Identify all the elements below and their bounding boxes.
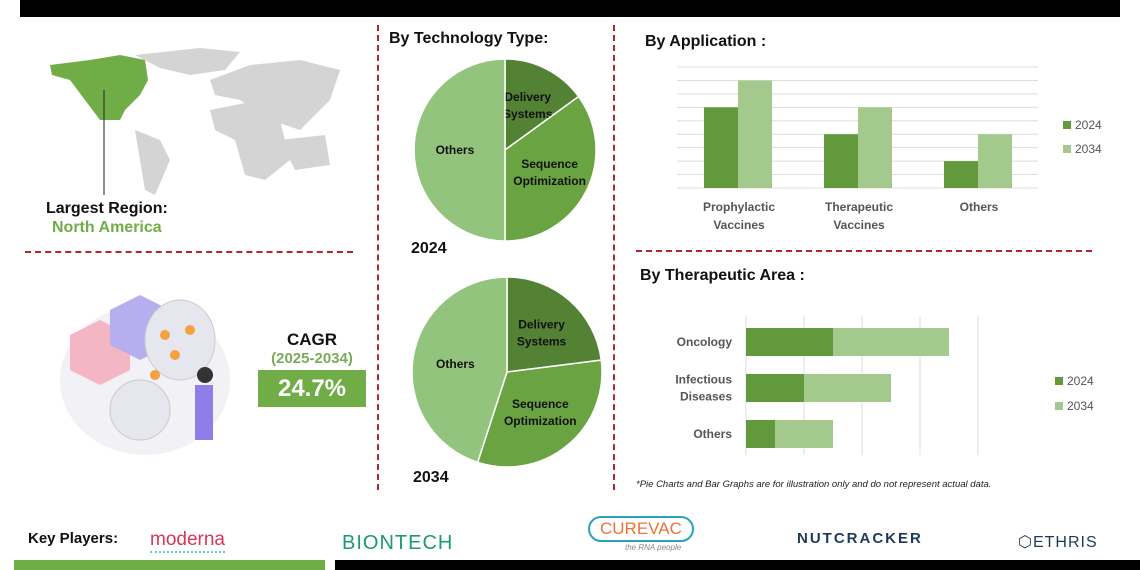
cagr-value: 24.7% (258, 370, 366, 407)
pie-label: Others (436, 143, 475, 157)
biotech-illustration-icon (60, 295, 230, 455)
logo-ethris: ⬡ETHRIS (1018, 534, 1098, 551)
pie-chart-2024: Delivery Systems Sequence Optimization Other… (413, 58, 597, 242)
logo-curevac: CUREVAC (588, 516, 694, 542)
north-america-highlight (50, 55, 148, 120)
logo-nutcracker: NUTCRACKER (797, 530, 923, 547)
title-bar (20, 0, 1120, 17)
bar-2024 (746, 374, 804, 402)
pie-slice-0 (504, 58, 580, 152)
pie-slice-1 (476, 359, 603, 468)
bar-2034 (978, 134, 1012, 188)
legend-2034: 2034 (1063, 142, 1102, 156)
pie-label: Delivery (518, 317, 565, 331)
pie-slice-2 (411, 276, 508, 464)
bar-2034 (775, 420, 833, 448)
bar-2034 (804, 374, 891, 402)
largest-region-value: North America (52, 219, 162, 236)
pie-slice-1 (504, 95, 597, 242)
footer-black-bar (335, 560, 1140, 570)
pie-label: Delivery (504, 90, 551, 104)
y-tick-label: Diseases (680, 390, 732, 404)
therapeutic-title: By Therapeutic Area : (640, 267, 805, 284)
pie-label: Systems (503, 107, 553, 121)
cagr-label: CAGR (286, 330, 338, 349)
bar-2024 (824, 134, 858, 188)
bar-2024 (704, 107, 738, 188)
curevac-tagline: the RNA people (625, 543, 682, 552)
x-tick-label: Vaccines (833, 218, 885, 232)
divider (613, 25, 615, 490)
footer-green-bar (14, 560, 325, 570)
world-map (50, 48, 340, 195)
bar-2034 (833, 328, 949, 356)
divider (377, 25, 379, 490)
logo-biontech: BIONTECH (342, 532, 454, 554)
pie-label: Sequence (521, 157, 578, 171)
divider (636, 250, 1092, 252)
legend-2024: 2024 (1063, 118, 1102, 132)
disclaimer: *Pie Charts and Bar Graphs are for illus… (636, 479, 992, 490)
therapeutic-bar-chart: Oncology Infectious Diseases Others (675, 316, 979, 455)
application-title: By Application : (645, 33, 767, 50)
pie-year-2024: 2024 (411, 240, 447, 257)
key-players-label: Key Players: (28, 530, 119, 547)
application-bar-chart: Prophylactic Vaccines Therapeutic Vaccines O… (677, 66, 1038, 232)
pie-year-2034: 2034 (413, 469, 449, 486)
x-tick-label: Prophylactic (703, 200, 775, 214)
bar-2024 (746, 420, 775, 448)
x-tick-label: Others (960, 200, 999, 214)
legend-2024: 2024 (1055, 374, 1094, 388)
pie-slice-2 (413, 58, 506, 242)
x-tick-label: Therapeutic (825, 200, 893, 214)
pie-chart-2034: Delivery Systems Sequence Optimization Other… (411, 276, 603, 468)
pie-label: Systems (517, 334, 567, 348)
bar-2024 (746, 328, 833, 356)
tech-type-title: By Technology Type: (389, 30, 549, 47)
legend-2034: 2034 (1055, 399, 1094, 413)
cagr-period: (2025-2034) (271, 350, 353, 367)
largest-region-label: Largest Region: (46, 200, 168, 217)
bar-2034 (738, 80, 772, 188)
y-tick-label: Oncology (677, 335, 733, 349)
x-tick-label: Vaccines (713, 218, 765, 232)
pie-slice-0 (506, 276, 603, 373)
pie-label: Optimization (504, 414, 577, 428)
y-tick-label: Others (693, 427, 732, 441)
pie-label: Sequence (512, 397, 569, 411)
bar-2034 (858, 107, 892, 188)
pie-label: Optimization (513, 174, 586, 188)
bar-2024 (944, 161, 978, 188)
pie-label: Others (436, 357, 475, 371)
divider (25, 251, 353, 253)
logo-moderna: moderna (150, 529, 225, 553)
y-tick-label: Infectious (675, 373, 732, 387)
